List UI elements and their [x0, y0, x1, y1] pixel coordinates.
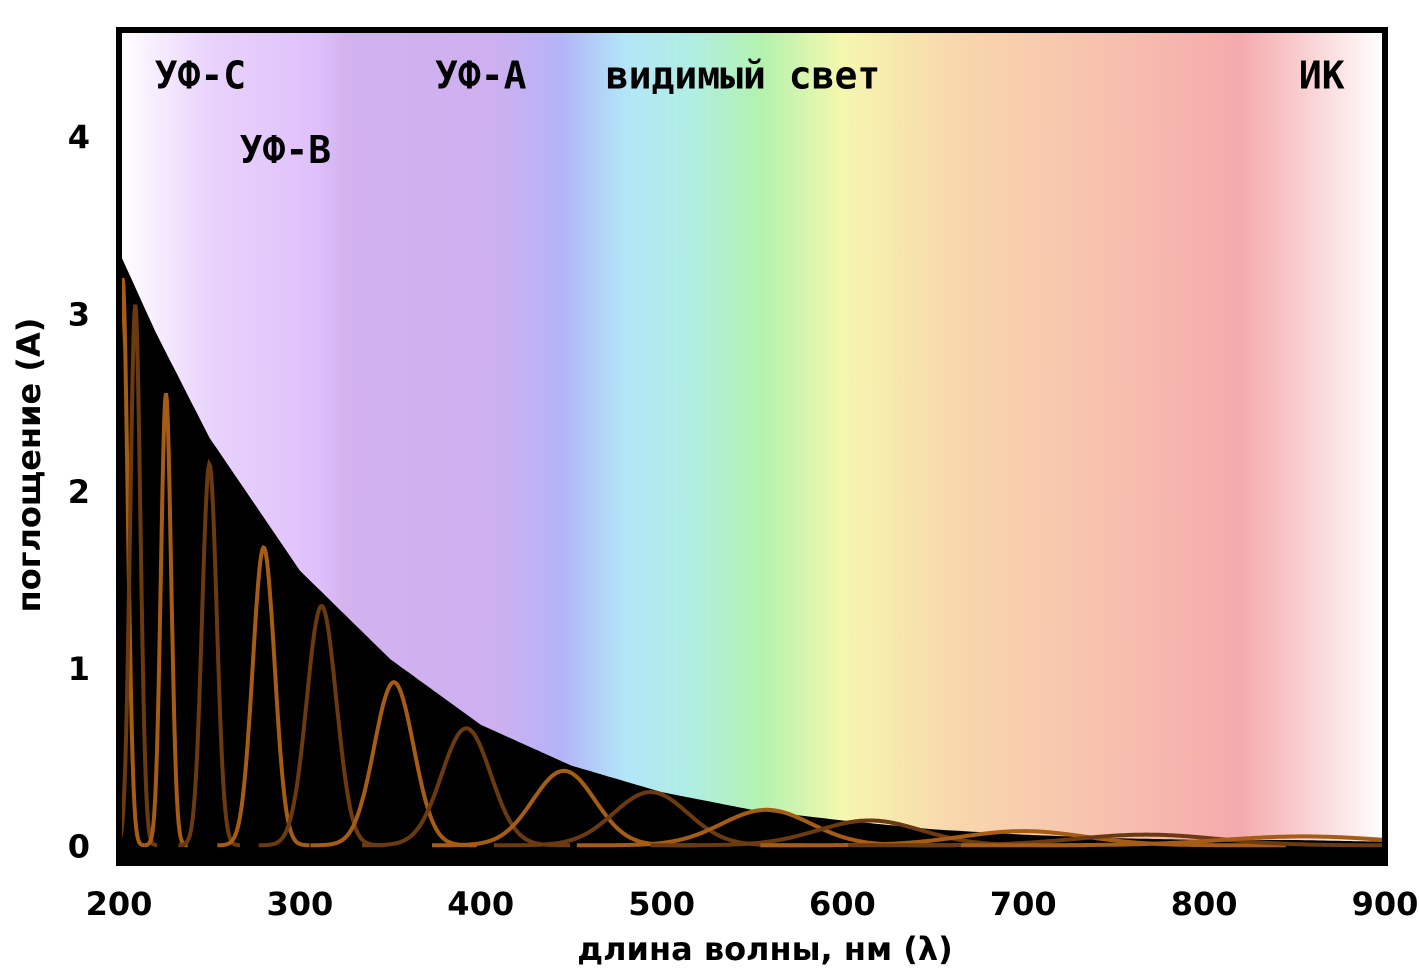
region-label: УФ-B — [240, 128, 332, 172]
x-tick-label: 200 — [86, 885, 153, 923]
y-tick-label: 2 — [68, 473, 90, 511]
oscillation-curve — [960, 834, 1385, 848]
x-tick-label: 600 — [809, 885, 876, 923]
region-label: УФ-C — [155, 54, 247, 98]
oscillation-curve — [217, 545, 310, 848]
plot-frame — [116, 27, 1388, 866]
oscillation-curve — [178, 458, 240, 848]
oscillation-curve — [848, 832, 1385, 848]
y-axis-ticks: 0 1 2 3 4 — [68, 118, 90, 865]
x-tick-label: 300 — [267, 885, 334, 923]
oscillation-curve — [119, 277, 145, 848]
absorbance-envelope-fill — [119, 251, 1385, 863]
oscillation-curve — [258, 604, 385, 848]
region-label: ИК — [1299, 54, 1345, 98]
region-label: видимый свет — [606, 54, 881, 98]
oscillation-curve — [144, 393, 188, 848]
x-axis-title: длина волны, нм (λ) — [577, 930, 952, 968]
oscillation-curve — [310, 680, 478, 848]
y-tick-label: 0 — [68, 827, 90, 865]
y-tick-label: 4 — [68, 118, 90, 156]
region-labels: УФ-C УФ-B УФ-A видимый свет ИК — [155, 54, 1345, 172]
y-axis-title: поглощение (A) — [10, 318, 48, 613]
oscillation-curves — [119, 277, 1385, 848]
x-tick-label: 900 — [1352, 885, 1419, 923]
x-axis-ticks: 200 300 400 500 600 700 800 900 — [86, 885, 1419, 923]
x-tick-label: 500 — [628, 885, 695, 923]
x-tick-label: 400 — [447, 885, 514, 923]
region-label: УФ-A — [435, 54, 527, 98]
x-tick-label: 800 — [1171, 885, 1238, 923]
x-tick-label: 700 — [990, 885, 1057, 923]
y-tick-label: 1 — [68, 650, 90, 688]
oscillation-curve — [760, 829, 1286, 848]
y-tick-label: 3 — [68, 296, 90, 334]
